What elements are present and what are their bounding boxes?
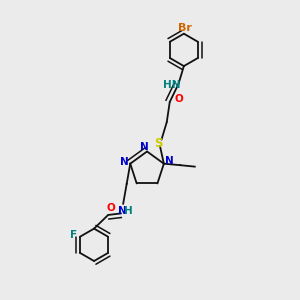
Text: N: N [120, 157, 129, 167]
Text: H: H [124, 206, 133, 216]
Text: HN: HN [163, 80, 181, 90]
Text: N: N [165, 156, 173, 166]
Text: O: O [106, 203, 115, 213]
Text: N: N [118, 206, 127, 216]
Text: F: F [70, 230, 77, 240]
Text: N: N [140, 142, 149, 152]
Text: S: S [154, 137, 162, 150]
Text: O: O [175, 94, 184, 104]
Text: Br: Br [178, 23, 191, 33]
